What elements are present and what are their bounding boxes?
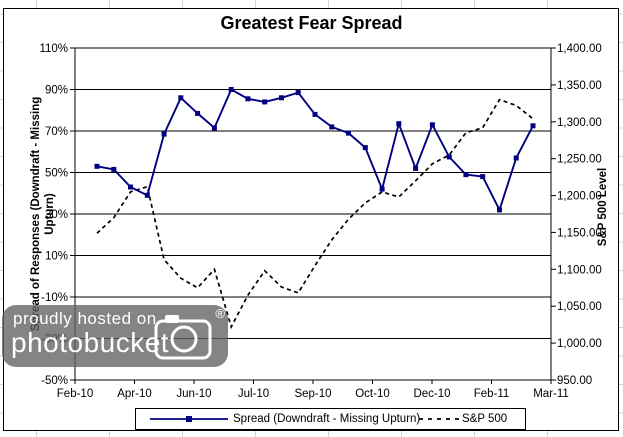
left-axis-tick-label: 30% — [45, 209, 68, 221]
spread-series-marker — [211, 125, 217, 131]
spread-series-marker — [446, 154, 452, 160]
x-axis-tick-label: Oct-10 — [355, 388, 390, 400]
left-axis-tick-label: 70% — [45, 126, 68, 138]
right-axis-tick-label: 1,200.00 — [557, 191, 602, 203]
right-axis-tick-label: 950.00 — [557, 375, 592, 387]
spread-series-marker — [111, 166, 117, 172]
left-axis-tick-label: 10% — [45, 251, 68, 263]
left-axis-tick-label: -10% — [41, 292, 68, 304]
spread-series-marker — [413, 165, 419, 171]
spread-series-marker — [346, 130, 351, 136]
x-axis-tick-label: Jun-10 — [176, 388, 211, 400]
right-axis-tick-label: 1,250.00 — [557, 154, 602, 166]
right-axis-tick-label: 1,350.00 — [557, 80, 602, 92]
left-axis-title-line2: Upturn) — [44, 193, 56, 235]
x-axis-tick-label: Feb-10 — [57, 388, 93, 400]
right-axis-tick-label: 1,400.00 — [557, 43, 602, 55]
x-axis-tick-label: Jul-10 — [238, 388, 269, 400]
x-axis-tick-label: Sep-10 — [294, 388, 331, 400]
camera-icon — [154, 315, 212, 360]
left-axis-tick-label: 50% — [45, 168, 68, 180]
right-axis-tick-label: 1,300.00 — [557, 117, 602, 129]
spread-series-marker — [195, 110, 201, 116]
spread-series-marker — [295, 90, 301, 96]
sp500-legend-label: S&P 500 — [462, 413, 508, 425]
registered-trademark-icon: ® — [215, 306, 225, 321]
spread-series-marker — [228, 87, 234, 92]
spread-series-marker — [144, 192, 150, 198]
spread-series-marker — [396, 121, 402, 127]
spread-legend-sample — [150, 416, 228, 422]
spread-series-marker — [463, 172, 469, 178]
x-axis-tick-label: Dec-10 — [413, 388, 450, 400]
spread-series-marker — [379, 186, 385, 192]
x-axis-tick-label: Feb-11 — [474, 388, 510, 400]
right-axis-tick-label: 1,050.00 — [557, 301, 602, 313]
right-axis-tick-label: 1,100.00 — [557, 264, 602, 276]
spread-series-marker — [245, 96, 251, 102]
spread-series-marker — [94, 163, 100, 169]
photobucket-watermark: proudly hosted on photobucket ® — [2, 305, 228, 367]
watermark-text-line1: proudly hosted on — [13, 309, 157, 328]
left-axis-title-line1: Spread of Responses (Downdraft - Missing — [30, 96, 42, 332]
left-axis-tick-label: 110% — [39, 43, 68, 55]
right-axis-tick-label: 1,000.00 — [557, 338, 602, 350]
right-axis-tick-label: 1,150.00 — [557, 227, 602, 239]
left-axis-tick-label: -50% — [41, 375, 68, 387]
spread-series-marker — [429, 122, 435, 128]
spread-series-marker — [178, 95, 184, 101]
chart-title: Greatest Fear Spread — [220, 13, 403, 33]
watermark-text-line2: photobucket — [11, 327, 170, 358]
spread-series-marker — [161, 131, 167, 137]
spread-series-marker — [497, 207, 502, 213]
spread-series-marker — [513, 155, 519, 161]
spread-series-marker — [480, 174, 486, 180]
spread-series-marker — [362, 145, 368, 151]
right-axis-title: S&P 500 Level — [597, 167, 609, 247]
spread-legend-label: Spread (Downdraft - Missing Upturn) — [233, 413, 421, 425]
spread-series-marker — [530, 123, 536, 129]
x-axis-tick-label: Mar-11 — [533, 388, 569, 400]
sp500-series-line — [96, 98, 534, 330]
left-axis-tick-label: 90% — [45, 85, 68, 97]
spread-series-marker — [262, 99, 268, 105]
legend: Spread (Downdraft - Missing Upturn) S&P … — [135, 408, 526, 430]
spread-series-marker — [128, 184, 133, 190]
sp500-legend-sample — [419, 418, 459, 420]
spread-series-marker — [279, 95, 284, 101]
x-axis-tick-label: Apr-10 — [117, 388, 152, 400]
spread-series-marker — [329, 124, 335, 130]
spread-series-marker — [312, 111, 318, 117]
